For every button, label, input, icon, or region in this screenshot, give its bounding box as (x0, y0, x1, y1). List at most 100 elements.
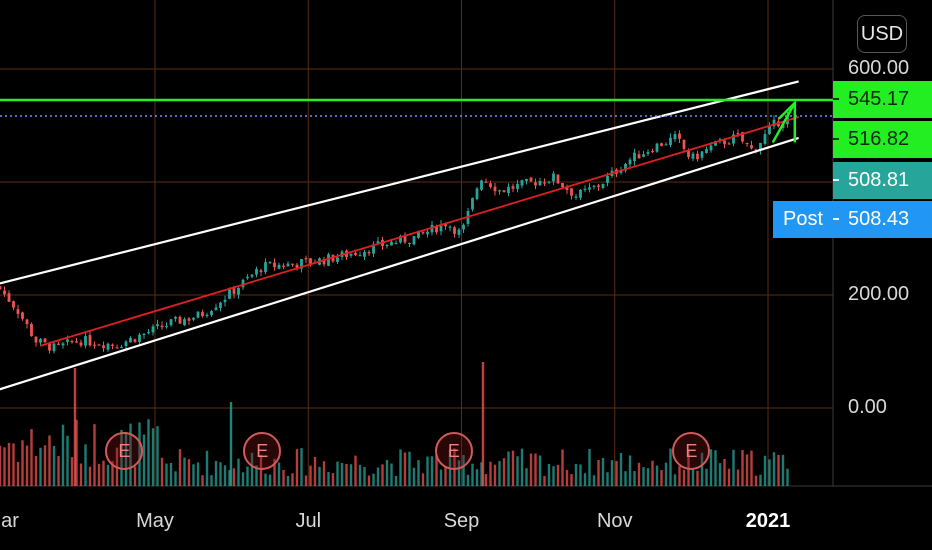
volume-bar (376, 467, 380, 486)
volume-bar (21, 440, 24, 486)
volume-bar (142, 434, 146, 486)
volume-bar (633, 471, 636, 486)
candle-body (448, 226, 452, 228)
candle-body (349, 253, 353, 256)
volume-bar (696, 470, 699, 486)
candle-body (304, 258, 308, 260)
candle-body (750, 145, 753, 149)
volume-bar (196, 462, 200, 486)
candle-body (390, 241, 393, 246)
currency-button[interactable]: USD (857, 15, 907, 53)
volume-bar (111, 461, 114, 486)
candle-body (57, 343, 60, 345)
volume-bar (210, 475, 213, 486)
volume-bar (475, 469, 479, 486)
candle-body (498, 190, 501, 192)
candle-body (475, 188, 479, 200)
candle-body (592, 185, 596, 187)
candle-body (502, 190, 506, 193)
volume-bar (543, 475, 546, 486)
candle-body (660, 143, 663, 147)
candle-body (696, 153, 699, 160)
candle-body (327, 254, 330, 266)
volume-bar (250, 452, 254, 486)
earnings-marker[interactable]: E (672, 432, 711, 470)
volume-bar (102, 460, 105, 486)
volume-bar (727, 468, 731, 486)
candle-body (115, 347, 119, 349)
volume-bar (565, 469, 569, 486)
volume-bar (705, 468, 708, 486)
candle-body (606, 176, 609, 184)
volume-bar (336, 461, 339, 486)
volume-bar (381, 464, 384, 486)
volume-bar (493, 464, 497, 486)
volume-bar (421, 473, 425, 486)
time-tick-label: Nov (596, 510, 633, 532)
volume-bar (187, 459, 191, 486)
channel-upper-line (0, 80, 799, 285)
volume-bar (619, 452, 623, 486)
channel-lower-line (0, 136, 799, 391)
volume-bar (61, 424, 65, 486)
candle-body (178, 316, 182, 324)
volume-bar (39, 447, 42, 486)
volume-bar (237, 458, 240, 486)
volume-bar (327, 471, 330, 486)
candle-body (444, 223, 447, 227)
candle-body (0, 286, 2, 290)
candle-body (336, 257, 339, 262)
candle-body (471, 197, 474, 210)
earnings-marker[interactable]: E (243, 432, 282, 470)
candle-body (525, 179, 528, 181)
candle-body (637, 154, 641, 159)
volume-bar (570, 474, 573, 486)
candle-body (295, 264, 299, 268)
volume-bar (363, 467, 366, 486)
volume-bar (489, 461, 492, 486)
volume-bar (624, 471, 627, 486)
candle-body (66, 339, 69, 342)
time-tick-label: Jul (295, 510, 322, 532)
volume-bar (772, 452, 776, 486)
volume-bar (246, 466, 249, 486)
volume-bar (430, 456, 434, 486)
candle-body (543, 182, 546, 184)
candle-body (673, 134, 677, 140)
volume-bar (606, 472, 609, 486)
volume-bar (709, 449, 713, 486)
volume-bar (205, 450, 209, 486)
volume-bar (255, 465, 258, 486)
volume-bar (628, 455, 632, 486)
volume-bar (214, 460, 218, 486)
candle-body (768, 126, 771, 134)
candle-body (169, 319, 173, 326)
volume-bar (525, 468, 528, 486)
candle-body (277, 264, 281, 269)
candle-body (358, 255, 362, 257)
candle-body (88, 335, 92, 346)
volume-bar (615, 460, 618, 486)
volume-bar (763, 455, 767, 486)
earnings-marker[interactable]: E (434, 432, 473, 470)
candle-body (691, 153, 695, 159)
candle-body (16, 309, 20, 314)
volume-bar (502, 458, 506, 486)
candle-body (624, 163, 627, 171)
volume-bar (579, 464, 582, 486)
candle-body (583, 188, 587, 191)
candle-body (142, 333, 146, 335)
arrow-stem (771, 102, 796, 144)
candle-body (439, 224, 443, 232)
regression-line (39, 116, 799, 347)
volume-bar (34, 455, 38, 486)
volume-spike (73, 368, 77, 486)
candle-body (219, 302, 222, 309)
volume-bar (651, 460, 654, 486)
candle-body (772, 119, 776, 127)
earnings-marker[interactable]: E (105, 432, 144, 470)
candle-body (75, 341, 78, 343)
volume-bar (520, 448, 524, 486)
